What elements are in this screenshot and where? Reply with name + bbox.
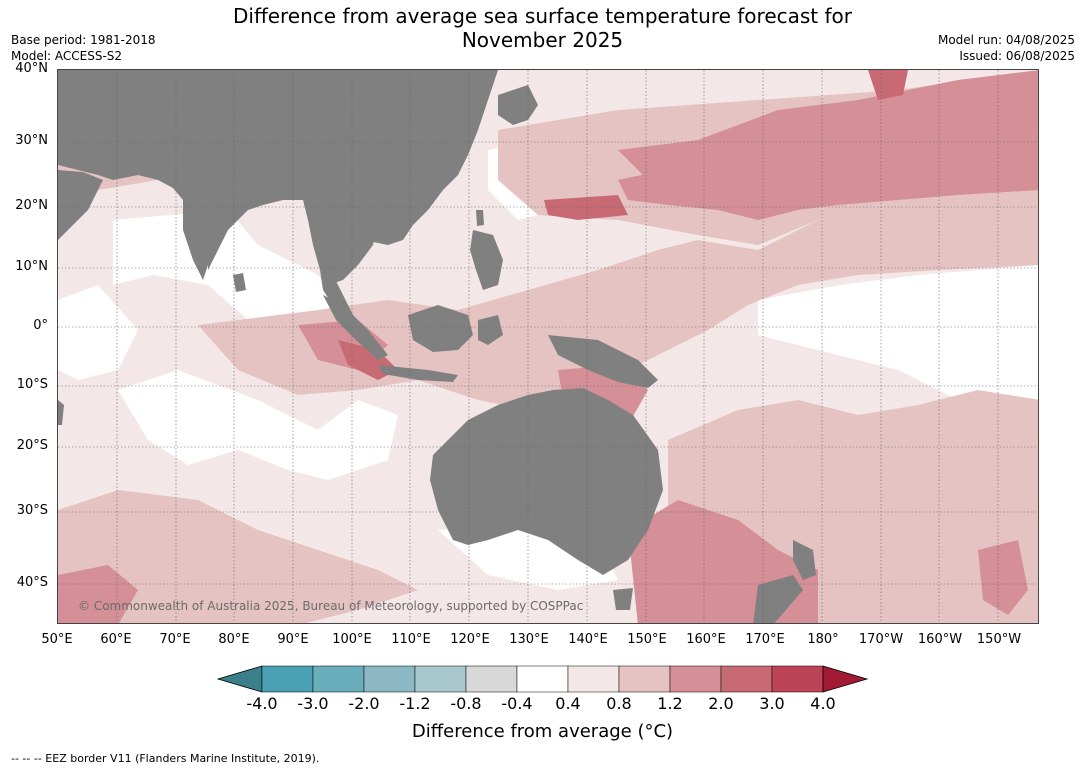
colorbar-segment-10 [720,665,773,693]
lon-label-150e: 150°E [627,632,667,647]
sst-anomaly-map: © Commonwealth of Australia 2025, Bureau… [57,69,1039,624]
ocean-band-strong-north-pacific-2 [618,130,1038,220]
ocean-neutral-south-indian [118,370,398,480]
lon-label-170e: 170°E [745,632,785,647]
colorbar-segment-8 [618,665,671,693]
colorbar-title: Difference from average (°C) [411,721,674,742]
colorbar-tick-5: -0.4 [501,694,533,713]
colorbar-tick-8: 1.2 [657,694,683,713]
ocean-neutral-east-pacific [758,265,1038,415]
lat-label-40n: 40°N [15,61,48,76]
land-new-guinea [548,335,658,388]
colorbar-tick-6: 0.4 [555,694,581,713]
lat-label-10n: 10°N [15,259,48,274]
land-borneo [408,305,473,352]
land-taiwan [476,210,484,226]
colorbar-segment-6 [516,665,569,693]
land-indochina [303,200,378,285]
land-sulawesi [478,315,503,345]
colorbar-segment-7 [567,665,620,693]
meta-right: Model run: 04/08/2025 Issued: 06/08/2025 [938,32,1075,64]
lon-label-170w: 170°W [858,632,904,647]
colorbar-segments [216,665,869,693]
ocean-neutral-west-indian [58,285,138,380]
ocean-band-medium-central [198,190,1038,410]
land-asia [58,70,498,270]
colorbar-segment-2 [312,665,365,693]
colorbar-tick-10: 3.0 [759,694,785,713]
colorbar-tick-0: -4.0 [246,694,278,713]
lat-label-20s: 20°S [16,438,48,453]
land-sri-lanka [233,273,246,292]
issued-date: Issued: 06/08/2025 [959,49,1075,63]
title-line-2: November 2025 [461,28,624,52]
base-period: Base period: 1981-2018 [11,33,156,47]
ocean-band-strongest-pacific [544,195,628,220]
colorbar-extend-high [822,665,869,693]
title-line-1: Difference from average sea surface temp… [232,4,852,28]
map-title: Difference from average sea surface temp… [0,4,1085,52]
lat-label-40s: 40°S [16,575,48,590]
model-name: Model: ACCESS-S2 [11,49,123,63]
lat-label-30s: 30°S [16,503,48,518]
lon-label-100e: 100°E [332,632,372,647]
land-masses [58,70,816,623]
colorbar-segment-11 [771,665,824,693]
land-philippines [470,230,503,290]
colorbar-tick-1: -3.0 [297,694,329,713]
map-canvas [58,70,1038,623]
ocean-band-medium-sw [58,490,418,623]
lat-label-30n: 30°N [15,133,48,148]
lon-label-50e: 50°E [41,632,73,647]
land-madagascar [58,400,64,425]
lon-label-80e: 80°E [218,632,250,647]
land-new-zealand-south [753,575,803,623]
colorbar-tick-4: -0.8 [450,694,482,713]
land-australia [430,388,663,575]
land-tasmania [613,588,633,610]
land-arabia [58,170,103,240]
lon-label-60e: 60°E [100,632,132,647]
lon-label-160w: 160°W [917,632,963,647]
model-run: Model run: 04/08/2025 [937,33,1075,47]
land-sumatra [323,295,388,360]
colorbar-tick-2: -2.0 [348,694,380,713]
land-java [378,365,458,382]
land-india [183,190,228,280]
lat-label-20n: 20°N [15,198,48,213]
lat-label-10s: 10°S [16,377,48,392]
land-new-zealand-north [793,540,816,580]
lon-label-130e: 130°E [509,632,549,647]
colorbar-tick-3: -1.2 [399,694,431,713]
lon-label-90e: 90°E [277,632,309,647]
ocean-band-strongest-nw-pacific [868,70,908,100]
graticule [58,70,1038,623]
colorbar-segment-5 [465,665,518,693]
lat-label-0: 0° [33,318,48,333]
copyright-notice: © Commonwealth of Australia 2025, Bureau… [78,599,584,613]
lon-label-70e: 70°E [159,632,191,647]
colorbar-extend-low [216,665,263,693]
colorbar-segment-1 [261,665,314,693]
meta-left: Base period: 1981-2018 Model: ACCESS-S2 [11,32,156,64]
colorbar-segment-9 [669,665,722,693]
lon-label-150w: 150°W [976,632,1022,647]
ocean-band-strong-sw-indian [58,565,138,623]
colorbar-segment-4 [414,665,467,693]
colorbar-tick-11: 4.0 [810,694,836,713]
lon-label-160e: 160°E [686,632,726,647]
lon-label-180: 180° [807,632,839,647]
colorbar-tick-9: 2.0 [708,694,734,713]
lon-label-140e: 140°E [568,632,608,647]
eez-footnote: -- -- -- EEZ border V11 (Flanders Marine… [11,752,320,765]
lon-label-110e: 110°E [391,632,431,647]
lon-label-120e: 120°E [450,632,490,647]
ocean-band-strong-pacific-south [978,540,1028,615]
colorbar-segment-3 [363,665,416,693]
colorbar-tick-7: 0.8 [606,694,632,713]
